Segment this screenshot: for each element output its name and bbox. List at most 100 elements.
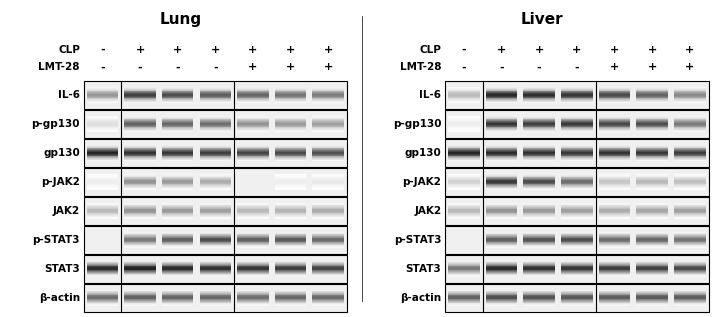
Bar xyxy=(599,208,630,209)
Bar xyxy=(124,241,156,242)
Bar xyxy=(523,145,555,146)
Bar xyxy=(87,294,118,295)
Bar xyxy=(275,262,307,263)
Bar xyxy=(486,101,518,102)
Bar xyxy=(674,235,706,236)
Bar xyxy=(523,116,555,117)
Bar xyxy=(674,126,706,127)
Bar xyxy=(448,181,479,182)
Bar xyxy=(162,236,194,237)
Bar xyxy=(162,295,194,296)
Bar xyxy=(124,118,156,119)
Bar xyxy=(599,267,630,268)
Text: +: + xyxy=(609,62,619,72)
Bar xyxy=(124,125,156,126)
Bar xyxy=(448,292,479,293)
Bar xyxy=(674,176,706,177)
Bar xyxy=(162,177,194,178)
Bar xyxy=(87,275,118,276)
Bar xyxy=(124,102,156,103)
Bar xyxy=(486,147,518,148)
Bar xyxy=(561,147,593,148)
Bar xyxy=(275,271,307,272)
Bar xyxy=(674,204,706,205)
Bar xyxy=(599,92,630,93)
Bar xyxy=(200,121,231,122)
Bar xyxy=(162,90,194,91)
Bar xyxy=(275,295,307,296)
Bar xyxy=(599,293,630,294)
Bar xyxy=(636,155,668,156)
Bar xyxy=(237,152,269,153)
Bar xyxy=(448,157,479,158)
Bar xyxy=(599,178,630,179)
Bar xyxy=(275,299,307,300)
Bar xyxy=(486,211,518,212)
Bar xyxy=(124,234,156,235)
Bar xyxy=(200,290,231,291)
Bar xyxy=(275,233,307,234)
Bar xyxy=(636,297,668,298)
Bar xyxy=(275,261,307,262)
Bar xyxy=(87,273,118,274)
Bar xyxy=(561,234,593,235)
Bar xyxy=(486,158,518,159)
Bar xyxy=(124,91,156,92)
Bar xyxy=(87,149,118,150)
Bar xyxy=(124,215,156,216)
Bar xyxy=(200,302,231,303)
Bar xyxy=(312,241,344,242)
Bar xyxy=(124,273,156,274)
Bar xyxy=(448,189,479,190)
Bar xyxy=(275,297,307,298)
Bar xyxy=(674,269,706,270)
Bar xyxy=(486,265,518,266)
Text: +: + xyxy=(497,45,506,55)
Bar xyxy=(674,269,706,270)
Bar xyxy=(561,146,593,147)
Bar xyxy=(162,247,194,248)
Bar xyxy=(599,176,630,177)
Bar xyxy=(200,92,231,93)
Bar xyxy=(561,188,593,189)
Bar xyxy=(599,216,630,217)
Bar xyxy=(162,98,194,99)
Bar xyxy=(561,299,593,300)
Bar xyxy=(674,276,706,277)
Bar xyxy=(124,101,156,102)
Bar xyxy=(237,125,269,126)
Text: CLP: CLP xyxy=(419,45,442,55)
Bar xyxy=(599,268,630,269)
Bar xyxy=(599,188,630,189)
Bar xyxy=(448,97,479,98)
Bar xyxy=(561,180,593,181)
Bar xyxy=(200,301,231,302)
Bar xyxy=(275,181,307,182)
Bar xyxy=(599,296,630,297)
Bar xyxy=(162,269,194,270)
Bar xyxy=(87,91,118,92)
Bar xyxy=(124,182,156,183)
Bar xyxy=(523,154,555,155)
Bar xyxy=(561,125,593,126)
Bar xyxy=(486,146,518,147)
Bar xyxy=(200,305,231,306)
Bar xyxy=(275,274,307,275)
Bar xyxy=(448,148,479,149)
Bar xyxy=(200,153,231,154)
Bar xyxy=(237,95,269,96)
Bar xyxy=(561,291,593,292)
Bar xyxy=(87,99,118,100)
Bar xyxy=(200,90,231,91)
Bar xyxy=(237,210,269,211)
Bar xyxy=(486,158,518,159)
Bar xyxy=(636,158,668,159)
Bar xyxy=(486,266,518,267)
Bar xyxy=(599,214,630,215)
Bar xyxy=(523,100,555,101)
Bar xyxy=(448,212,479,213)
Bar xyxy=(561,209,593,210)
Bar xyxy=(312,127,344,128)
Bar xyxy=(162,129,194,130)
Bar xyxy=(312,91,344,92)
